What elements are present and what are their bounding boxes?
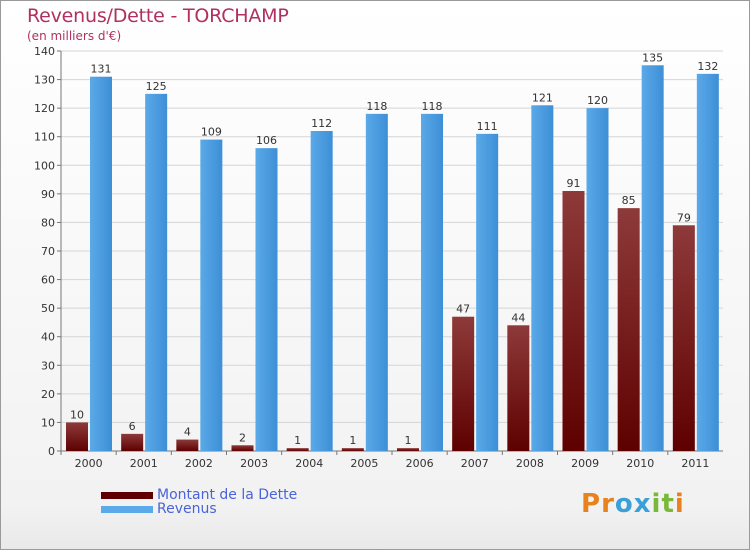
y-tick-label: 60 [41,274,55,287]
y-tick-label: 0 [48,445,55,458]
legend-item-revenue: Revenus [101,501,217,517]
legend-label-debt: Montant de la Dette [157,487,298,503]
bar-debt [286,448,309,451]
bar-debt [397,448,419,451]
data-label-revenue: 111 [477,120,498,133]
bar-debt [617,208,640,451]
data-label-revenue: 131 [91,63,112,76]
data-label-revenue: 120 [587,94,608,107]
bar-debt [66,422,88,451]
chart-title: Revenus/Dette - TORCHAMP [27,5,289,27]
logo-letter: i [674,489,685,519]
bar-revenue [145,93,168,451]
bar-revenue [255,148,278,451]
x-tick-label: 2001 [130,457,158,470]
logo-letter: r [601,489,615,519]
x-tick-label: 2004 [295,457,323,470]
data-label-revenue: 135 [642,51,663,64]
bar-revenue [641,65,664,452]
legend-item-debt: Montant de la Dette [101,487,297,503]
data-label-debt: 2 [239,431,246,444]
data-label-debt: 4 [184,426,191,439]
y-tick-label: 140 [34,45,55,58]
x-tick-label: 2000 [75,457,103,470]
y-tick-label: 110 [34,131,55,144]
data-label-debt: 44 [511,311,525,324]
y-tick-label: 100 [34,159,55,172]
bar-revenue [365,113,388,451]
bar-debt [507,325,530,451]
x-tick-label: 2003 [240,457,268,470]
y-tick-label: 90 [41,188,55,201]
bar-debt [341,448,364,451]
y-tick-label: 10 [41,416,55,429]
data-label-debt: 91 [567,177,581,190]
data-label-revenue: 125 [146,80,167,93]
bar-revenue [310,131,333,451]
data-label-debt: 1 [294,434,301,447]
y-tick-label: 130 [34,74,55,87]
bar-debt [452,316,475,451]
x-tick-label: 2008 [516,457,544,470]
bar-revenue [200,139,223,452]
bar-debt [176,439,199,451]
x-tick-label: 2007 [461,457,489,470]
y-tick-label: 70 [41,245,55,258]
x-tick-label: 2006 [406,457,434,470]
x-tick-label: 2009 [571,457,599,470]
data-label-debt: 1 [405,434,412,447]
bar-revenue [476,133,499,451]
data-label-revenue: 118 [366,100,387,113]
bar-debt [672,225,695,451]
data-label-debt: 47 [456,303,470,316]
bars [66,65,719,452]
x-tick-label: 2002 [185,457,213,470]
y-tick-label: 50 [41,302,55,315]
y-tick-label: 80 [41,216,55,229]
logo-letter: i [651,489,662,519]
data-label-debt: 10 [70,408,84,421]
data-label-revenue: 132 [697,60,718,73]
bar-revenue [90,76,112,451]
data-label-debt: 1 [349,434,356,447]
bar-debt [231,445,254,451]
grid-lines [61,50,723,423]
data-label-revenue: 106 [256,134,277,147]
legend-swatch-revenue [101,505,153,513]
y-tick-label: 120 [34,102,55,115]
data-label-revenue: 121 [532,91,553,104]
bar-revenue [421,113,443,451]
bar-revenue [531,105,554,452]
legend-label-revenue: Revenus [157,501,217,517]
logo-letter: P [581,489,602,519]
logo-letter: x [633,489,652,519]
data-label-revenue: 118 [422,100,443,113]
logo-letter: t [661,489,675,519]
data-label-debt: 79 [677,211,691,224]
bar-debt [562,191,585,451]
data-label-revenue: 112 [311,117,332,130]
proxiti-logo: Proxiti [581,489,685,519]
logo-letter: o [614,489,634,519]
bar-revenue [696,73,719,451]
x-tick-label: 2011 [681,457,709,470]
data-label-debt: 6 [129,420,136,433]
data-label-debt: 85 [622,194,636,207]
y-tick-label: 40 [41,331,55,344]
data-label-revenue: 109 [201,126,222,139]
x-tick-label: 2005 [350,457,378,470]
x-tick-label: 2010 [626,457,654,470]
bar-revenue [586,108,609,452]
y-tick-label: 30 [41,359,55,372]
legend-swatch-debt [101,491,153,499]
labels: 2000101312001612520024109200321062004111… [70,51,718,470]
bar-debt [121,433,144,451]
chart-subtitle: (en milliers d'€) [27,29,122,43]
y-tick-label: 20 [41,388,55,401]
